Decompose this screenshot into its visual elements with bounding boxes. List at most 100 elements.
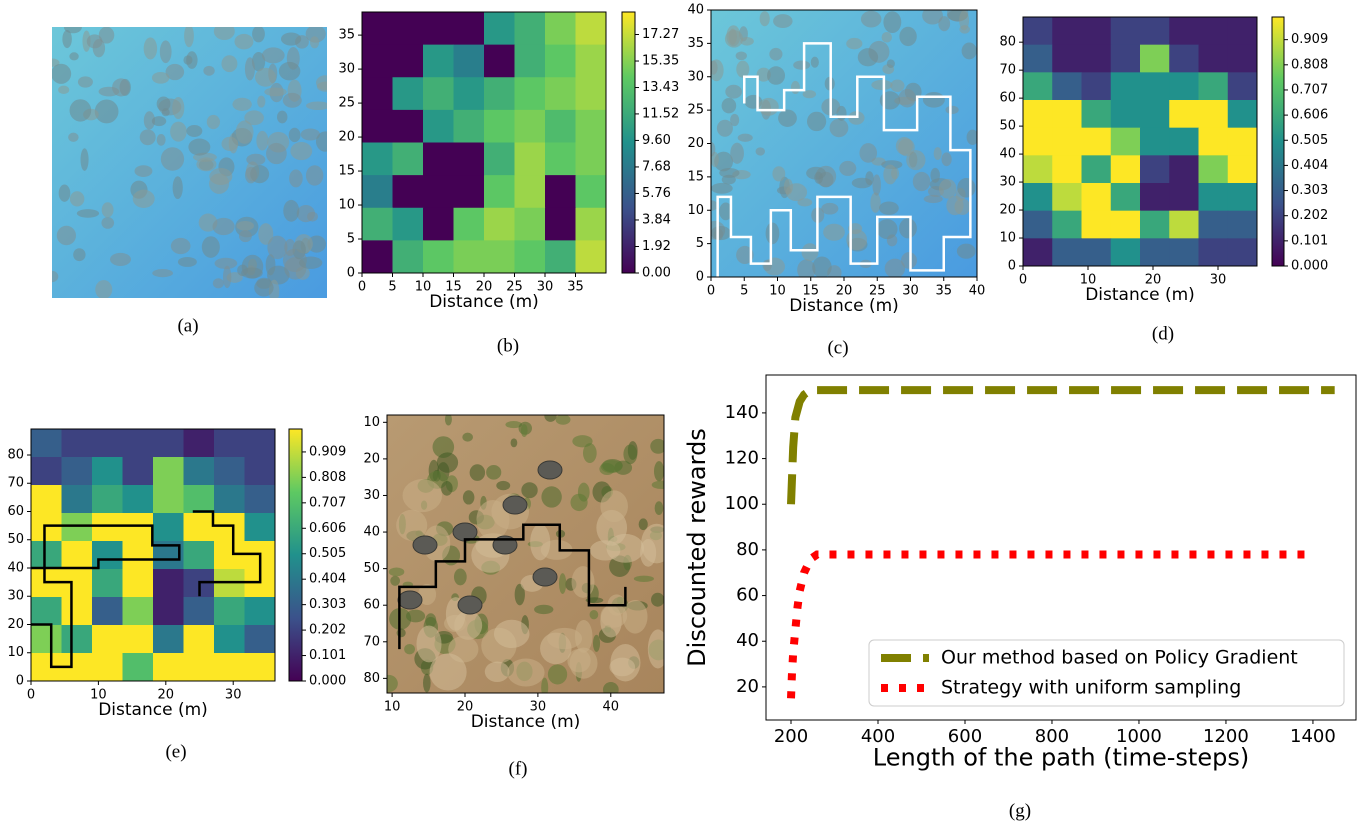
aerial-image <box>379 409 672 697</box>
heatmap-cell <box>454 175 485 208</box>
texture-blob <box>62 30 71 48</box>
heatmap-cell <box>1111 238 1141 266</box>
colorbar-tick-label: 0.000 <box>309 674 346 689</box>
heatmap-cell <box>576 45 607 78</box>
colorbar-tick-label: 0.404 <box>1291 158 1328 173</box>
texture-blob <box>719 168 739 178</box>
texture-blob <box>184 25 194 48</box>
colorbar-tick-label: 5.76 <box>642 186 671 201</box>
heatmap-cell <box>1169 72 1199 100</box>
texture-blob <box>135 165 153 177</box>
heatmap-cell <box>484 143 515 176</box>
figure: (a)(b)0.001.923.845.767.689.6011.5213.43… <box>0 0 1363 825</box>
texture-blob <box>255 68 276 87</box>
heatmap-cell <box>545 240 576 273</box>
texture-blob <box>885 259 905 278</box>
texture-blob <box>152 72 169 84</box>
texture-blob <box>773 14 792 28</box>
y-tick-label: 15 <box>687 169 704 184</box>
heatmap-cell <box>153 429 184 458</box>
texture-blob <box>57 226 76 245</box>
heatmap-cell <box>1199 128 1229 156</box>
colorbar-tick-label: 9.60 <box>642 133 671 148</box>
texture-blob <box>183 55 192 64</box>
texture-blob <box>279 62 301 81</box>
heatmap-cell <box>1228 17 1258 45</box>
heatmap-cell <box>1199 211 1229 239</box>
heatmap-cell <box>123 485 154 514</box>
y-tick-label: 30 <box>999 175 1016 190</box>
texture-blob <box>865 171 873 185</box>
texture-blob <box>494 620 530 648</box>
heatmap-cell <box>454 45 485 78</box>
x-axis-label: Distance (m) <box>98 700 208 720</box>
legend-label: Strategy with uniform sampling <box>941 677 1241 699</box>
texture-blob <box>913 172 930 191</box>
heatmap-cell <box>245 485 276 514</box>
y-tick-label: 60 <box>7 504 24 519</box>
texture-blob <box>95 280 112 299</box>
heatmap-cell <box>1111 100 1141 128</box>
caption: (f) <box>509 758 528 779</box>
heatmap-cell <box>423 240 454 273</box>
x-tick-label: 40 <box>603 699 620 714</box>
y-tick-label: 10 <box>363 415 380 430</box>
texture-blob <box>152 116 166 126</box>
heatmap-cell <box>1052 45 1082 73</box>
heatmap-cell <box>423 175 454 208</box>
heatmap-cell <box>153 625 184 654</box>
texture-blob <box>930 168 940 183</box>
texture-blob <box>236 120 254 143</box>
texture-blob <box>462 433 473 442</box>
heatmap-cell <box>1140 128 1170 156</box>
texture-blob <box>133 190 155 208</box>
texture-blob <box>284 239 295 256</box>
x-tick-label: 30 <box>902 283 919 298</box>
colorbar-tick-label: 15.35 <box>642 54 679 69</box>
texture-blob <box>570 648 598 679</box>
texture-blob <box>58 86 69 94</box>
texture-blob <box>530 524 550 560</box>
y-tick-label: 60 <box>736 585 759 606</box>
y-tick-label: 70 <box>363 634 380 649</box>
heatmap-cell <box>515 143 546 176</box>
heatmap-cell <box>31 541 62 570</box>
heatmap-cell <box>1140 155 1170 183</box>
heatmap-cell <box>1023 238 1053 266</box>
heatmap-cell <box>1169 100 1199 128</box>
texture-blob <box>178 257 197 267</box>
texture-blob <box>207 115 220 129</box>
y-tick-label: 20 <box>363 451 380 466</box>
texture-blob <box>70 99 92 121</box>
heatmap-cell <box>545 208 576 241</box>
colorbar-tick-label: 0.707 <box>309 495 346 510</box>
heatmap-cell <box>153 457 184 486</box>
heatmap-cell <box>1023 155 1053 183</box>
x-tick-label: 10 <box>769 283 786 298</box>
heatmap-cell <box>1199 155 1229 183</box>
legend-label: Our method based on Policy Gradient <box>941 647 1298 669</box>
texture-blob <box>823 224 845 241</box>
y-tick-label: 20 <box>7 617 24 632</box>
texture-blob <box>725 85 742 99</box>
heatmap-cell <box>153 485 184 514</box>
heatmap-cell <box>1111 211 1141 239</box>
colorbar-tick-label: 13.43 <box>642 80 679 95</box>
texture-blob <box>102 202 114 217</box>
heatmap-cell <box>214 597 245 626</box>
hut <box>413 536 437 554</box>
texture-blob <box>306 165 323 185</box>
heatmap-cell <box>184 625 215 654</box>
texture-blob <box>430 653 467 690</box>
colorbar-tick-label: 17.27 <box>642 27 679 42</box>
y-tick-label: 20 <box>687 136 704 151</box>
texture-blob <box>262 47 285 63</box>
hut <box>533 568 557 586</box>
heatmap-cell <box>245 513 276 542</box>
heatmap-cell <box>1169 211 1199 239</box>
hut <box>538 461 562 479</box>
texture-blob <box>299 256 322 268</box>
colorbar-tick-label: 11.52 <box>642 106 679 121</box>
heatmap-cell <box>1169 155 1199 183</box>
heatmap-cell <box>515 110 546 143</box>
